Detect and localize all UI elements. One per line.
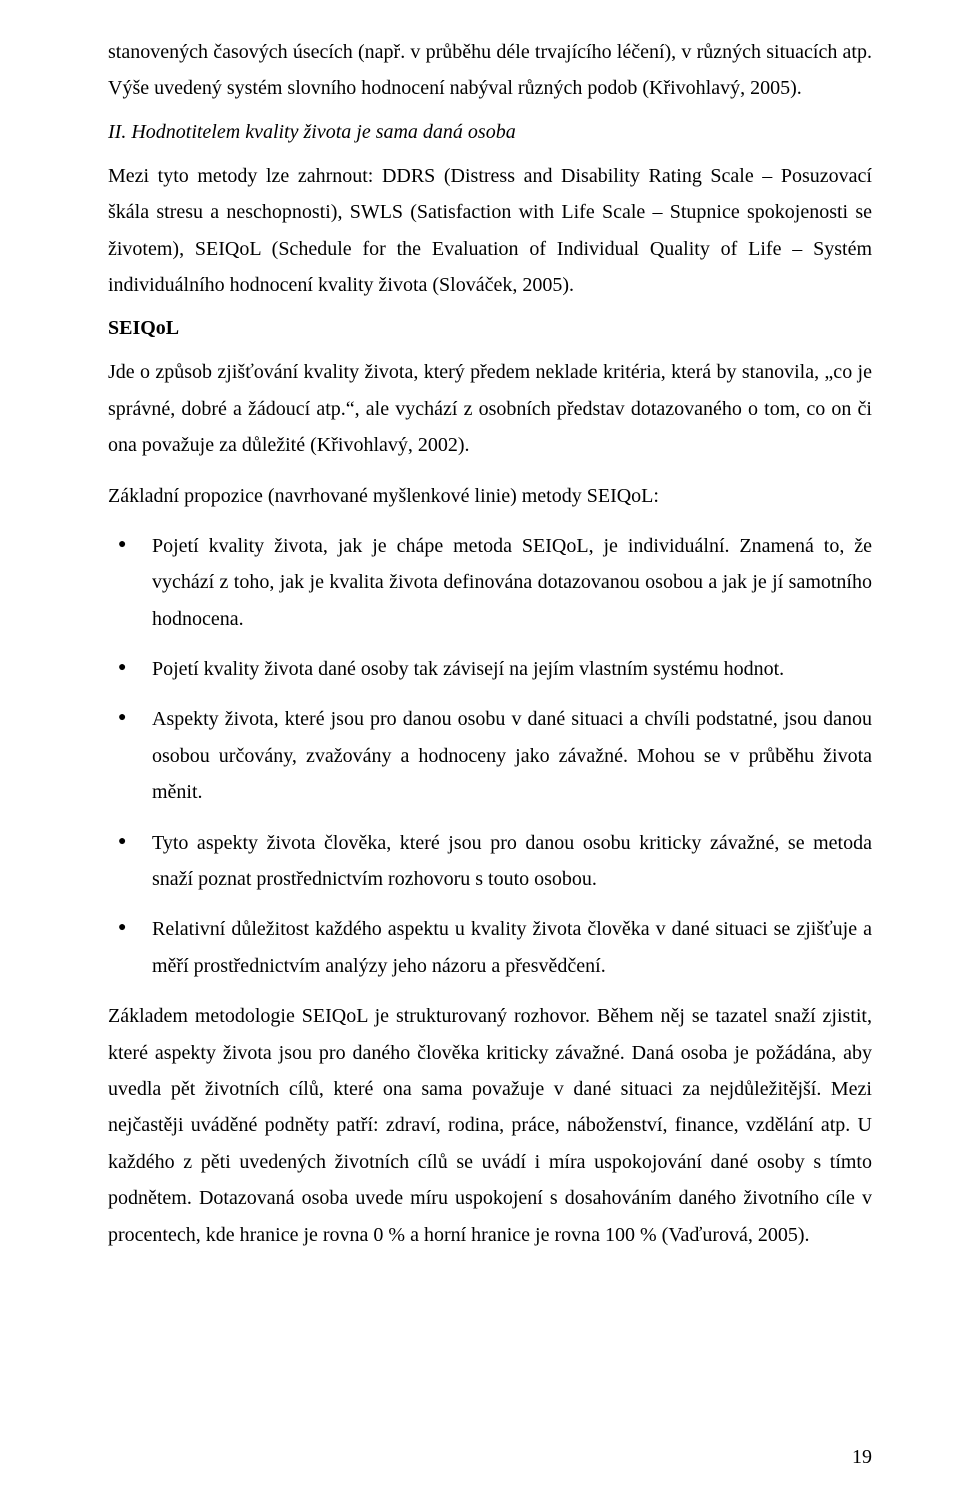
- heading-seiqol: SEIQoL: [108, 317, 872, 340]
- page-number: 19: [852, 1446, 872, 1469]
- list-item: Pojetí kvality života, jak je chápe meto…: [144, 528, 872, 637]
- paragraph-propozice-intro: Základní propozice (navrhované myšlenkov…: [108, 478, 872, 514]
- paragraph-methodology: Základem metodologie SEIQoL je strukturo…: [108, 998, 872, 1253]
- heading-italic-section: II. Hodnotitelem kvality života je sama …: [108, 121, 872, 144]
- paragraph-seiqol-desc: Jde o způsob zjišťování kvality života, …: [108, 354, 872, 463]
- page: stanovených časových úsecích (např. v pr…: [0, 0, 960, 1509]
- list-item: Relativní důležitost každého aspektu u k…: [144, 911, 872, 984]
- bullet-list: Pojetí kvality života, jak je chápe meto…: [108, 528, 872, 984]
- paragraph-methods: Mezi tyto metody lze zahrnout: DDRS (Dis…: [108, 158, 872, 304]
- list-item: Pojetí kvality života dané osoby tak záv…: [144, 651, 872, 687]
- paragraph-intro: stanovených časových úsecích (např. v pr…: [108, 34, 872, 107]
- list-item: Aspekty života, které jsou pro danou oso…: [144, 701, 872, 810]
- list-item: Tyto aspekty života člověka, které jsou …: [144, 825, 872, 898]
